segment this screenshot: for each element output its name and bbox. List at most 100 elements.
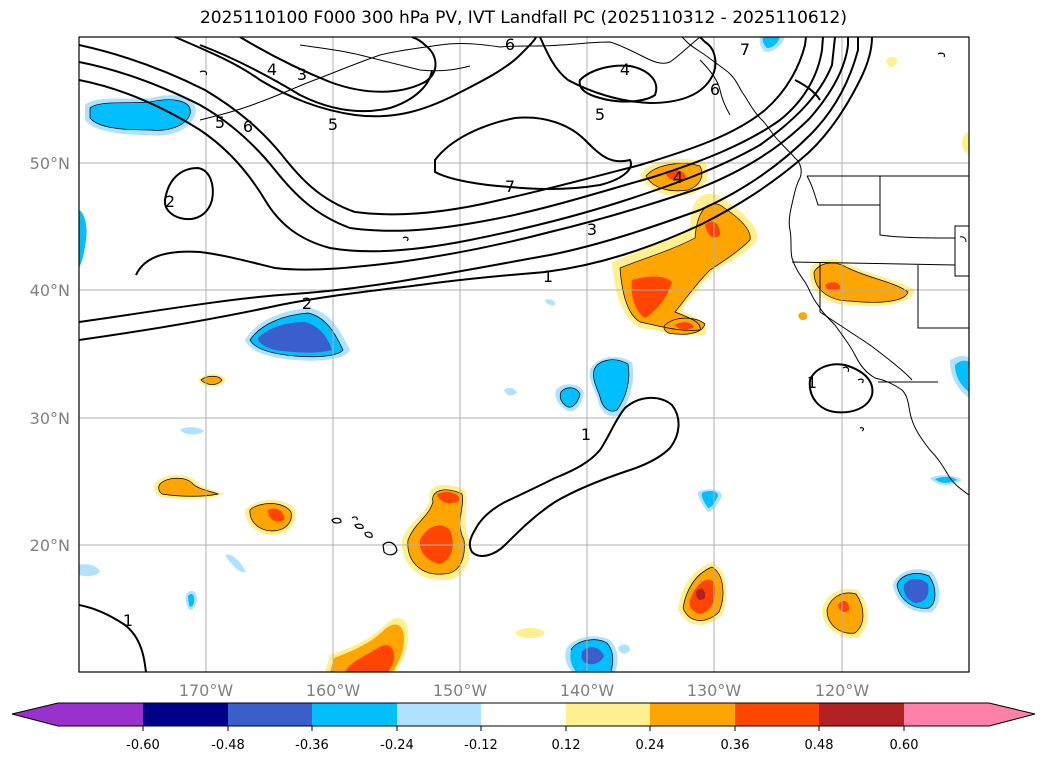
pv-contour-10 [578,64,658,103]
colorbar-tick-label: -0.60 [126,738,160,753]
ivt-negative-region [504,387,517,396]
longitude-labels: 170°W 160°W 150°W 140°W 130°W 120°W [179,681,870,700]
colorbar-tick-label: 0.12 [552,738,581,753]
lon-label: 120°W [815,681,870,700]
lat-label: 30°N [30,409,70,428]
ivt-positive-region [886,56,898,68]
colorbar-segment [228,703,312,726]
latitude-labels: 20°N 30°N 40°N 50°N [30,154,70,555]
colorbar-tick-label: 0.60 [890,738,919,753]
pv-label: 1 [123,611,133,630]
ivt-positive-region [345,645,395,672]
ivt-positive-region [675,322,694,330]
ivt-negative-region [560,387,580,408]
colorbar-segment [650,703,735,726]
pv-label: 6 [710,80,720,99]
pv-label: 1 [581,425,591,444]
colorbar-segment [397,703,481,726]
colorbar-tick-label: -0.48 [211,738,245,753]
lat-label: 50°N [30,154,70,173]
ivt-positive-region [515,627,545,639]
ivt-negative-region [593,359,629,412]
ivt-shading [79,37,969,672]
colorbar-tick-label: -0.24 [380,738,414,753]
ivt-negative-region [762,37,780,48]
pv-label: 4 [267,60,277,79]
ivt-positive-region [827,592,863,634]
ivt-positive-region [798,312,808,321]
ivt-negative-region [935,476,957,483]
ivt-negative-region [955,360,969,392]
north-america-coast [681,37,969,496]
lat-label: 40°N [30,281,70,300]
pv-label: 3 [587,220,597,239]
ivt-negative-region [188,594,195,607]
ivt-positive-region [437,492,460,504]
pv-contour-8 [239,37,437,93]
pv-label: 2 [165,192,175,211]
lat-label: 20°N [30,536,70,555]
pv-label: 7 [505,177,515,196]
ivt-negative-region [258,322,332,353]
ivt-positive-region [268,508,285,522]
pv-contour-labels: 6 7 4 3 4 6 5 5 5 6 7 2 4 3 1 2 1 1 1 [123,35,817,630]
ivt-negative-region [79,210,87,268]
pv-contour-2 [79,37,859,323]
colorbar-tick-label: 0.48 [805,738,834,753]
lon-label: 130°W [687,681,742,700]
pv-contour-1 [79,37,873,341]
colorbar-extend-high [904,703,1035,726]
colorbar-segment [735,703,819,726]
ivt-negative-region [225,554,246,573]
ivt-positive-region [665,170,686,181]
lon-label: 170°W [179,681,234,700]
lon-label: 150°W [433,681,488,700]
pv-label: 1 [807,373,817,392]
colorbar: -0.60 -0.48 -0.36 -0.24 -0.12 0.12 0.24 … [11,702,1036,753]
pv-contour-15 [808,363,874,414]
ivt-negative-region [903,578,929,603]
pv-label: 6 [243,117,253,136]
pv-contour-16 [79,604,147,672]
ivt-positive-region [838,600,850,613]
pv-contour-13 [163,166,214,220]
colorbar-tick-label: -0.36 [295,738,329,753]
ivt-positive-region [631,276,672,318]
pv-contour-7 [174,37,537,118]
pv-contour-12 [199,44,433,113]
ivt-positive-region [825,282,841,291]
colorbar-ticks [142,726,905,731]
colorbar-tick-label: 0.24 [636,738,665,753]
ivt-positive-region [814,263,908,303]
ivt-positive-region [696,588,706,600]
lon-label: 140°W [560,681,615,700]
pv-contour-3 [135,37,849,276]
pv-contours [79,37,874,672]
pv-contour-14 [468,396,680,557]
pv-contour-9 [539,37,717,105]
colorbar-extend-low [12,703,143,726]
ivt-negative-region [79,564,100,577]
coastlines [199,37,969,496]
pv-contour-4 [79,37,836,253]
ivt-negative-region [180,427,204,435]
pv-label: 6 [505,35,515,54]
map-frame [78,36,970,673]
pv-contour-6 [79,37,807,216]
ivt-negative-region [90,99,191,131]
lon-label: 160°W [306,681,361,700]
pv-label: 5 [328,115,338,134]
ivt-positive-region [961,132,969,155]
pv-label: 1 [543,267,553,286]
colorbar-segment [312,703,397,726]
gridlines [79,37,969,672]
pv-label: 3 [297,65,307,84]
pv-contour-17 [794,79,821,101]
colorbar-tick-label: 0.36 [721,738,750,753]
hawaiian-islands [199,52,946,556]
map-title: 2025110100 F000 300 hPa PV, IVT Landfall… [199,8,847,28]
pv-label: 2 [302,294,312,313]
colorbar-segment [481,703,566,726]
pv-label: 4 [620,60,630,79]
